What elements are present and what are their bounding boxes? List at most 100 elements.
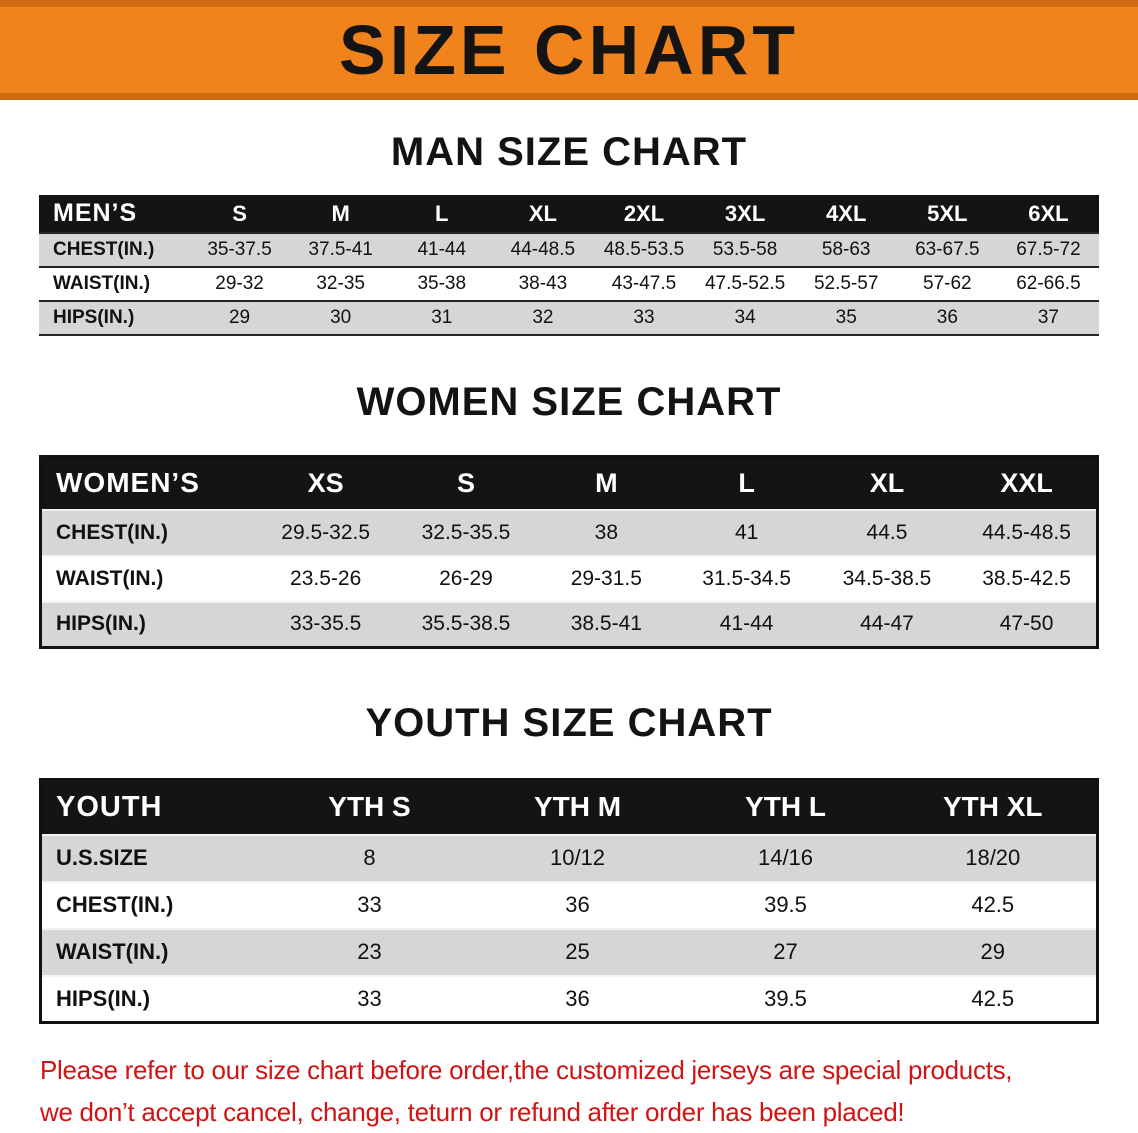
page-title: SIZE CHART [339, 11, 799, 89]
table-header-row: MEN’S S M L XL 2XL 3XL 4XL 5XL 6XL [39, 195, 1099, 233]
size-value: 35 [795, 301, 897, 336]
youth-size-section: YOUTH SIZE CHART YOUTH YTH S YTH M YTH L YTH… [0, 701, 1138, 1024]
size-value: 42.5 [889, 880, 1098, 929]
size-value: 35.5-38.5 [395, 600, 537, 648]
size-value: 63-67.5 [896, 232, 998, 268]
size-value: 33 [265, 880, 474, 929]
table-row: HIPS(IN.) 29 30 31 32 33 34 35 36 37 [39, 301, 1099, 336]
size-value: 36 [473, 880, 682, 929]
size-value: 43-47.5 [593, 267, 695, 302]
size-chart-content: MAN SIZE CHART MEN’S S M L XL 2XL 3XL 4XL 5XL 6XL… [0, 130, 1138, 1024]
size-value: 44.5 [816, 508, 958, 556]
row-label: HIPS(IN.) [40, 600, 256, 648]
table-row: WAIST(IN.) 29-32 32-35 35-38 38-43 43-47.5 47.… [39, 267, 1099, 302]
size-value: 67.5-72 [997, 232, 1099, 268]
size-value: 39.5 [681, 974, 890, 1023]
size-column-header: YTH L [681, 779, 890, 835]
size-value: 42.5 [889, 974, 1098, 1023]
size-value: 36 [896, 301, 998, 336]
size-value: 26-29 [395, 554, 537, 602]
size-value: 33 [593, 301, 695, 336]
row-label: CHEST(IN.) [40, 508, 256, 556]
table-title-cell: MEN’S [39, 195, 189, 233]
row-label: WAIST(IN.) [40, 554, 256, 602]
size-value: 32 [492, 301, 594, 336]
size-value: 39.5 [681, 880, 890, 929]
size-value: 34.5-38.5 [816, 554, 958, 602]
youth-size-table: YOUTH YTH S YTH M YTH L YTH XL U.S.SIZE 8 10/12… [39, 778, 1099, 1024]
size-value: 23 [265, 927, 474, 976]
table-row: HIPS(IN.) 33 36 39.5 42.5 [40, 974, 1098, 1023]
size-column-header: 6XL [997, 195, 1099, 233]
row-label: WAIST(IN.) [39, 267, 189, 302]
size-column-header: S [395, 456, 537, 510]
size-column-header: XS [255, 456, 396, 510]
size-value: 47.5-52.5 [694, 267, 796, 302]
table-row: U.S.SIZE 8 10/12 14/16 18/20 [40, 833, 1098, 882]
size-value: 29-32 [189, 267, 291, 302]
size-value: 33 [265, 974, 474, 1023]
size-column-header: M [290, 195, 392, 233]
size-value: 29 [889, 927, 1098, 976]
size-value: 27 [681, 927, 890, 976]
size-value: 38 [536, 508, 677, 556]
size-value: 29 [189, 301, 291, 336]
row-label: HIPS(IN.) [39, 301, 189, 336]
size-value: 48.5-53.5 [593, 232, 695, 268]
size-value: 33-35.5 [255, 600, 396, 648]
size-value: 31 [391, 301, 493, 336]
size-value: 29-31.5 [536, 554, 677, 602]
size-value: 30 [290, 301, 392, 336]
size-value: 31.5-34.5 [676, 554, 817, 602]
row-label: U.S.SIZE [40, 833, 266, 882]
table-title-cell: YOUTH [40, 779, 266, 835]
size-value: 38-43 [492, 267, 594, 302]
size-column-header: 3XL [694, 195, 796, 233]
women-section-heading: WOMEN SIZE CHART [356, 380, 782, 424]
women-size-table: WOMEN’S XS S M L XL XXL CHEST(IN.) 29.5-32.5 32.5… [39, 455, 1099, 649]
size-value: 32-35 [290, 267, 392, 302]
note-line-1: Please refer to our size chart before or… [40, 1055, 1013, 1085]
table-row: HIPS(IN.) 33-35.5 35.5-38.5 38.5-41 41-44 44-… [40, 600, 1098, 648]
table-header-row: YOUTH YTH S YTH M YTH L YTH XL [40, 779, 1098, 835]
size-value: 18/20 [889, 833, 1098, 882]
size-value: 47-50 [957, 600, 1098, 648]
size-value: 41-44 [676, 600, 817, 648]
size-value: 10/12 [473, 833, 682, 882]
size-column-header: M [536, 456, 677, 510]
youth-section-heading: YOUTH SIZE CHART [365, 701, 773, 745]
size-value: 44-47 [816, 600, 958, 648]
men-section-heading: MAN SIZE CHART [390, 130, 748, 174]
footer-note: Please refer to our size chart before or… [40, 1050, 1098, 1133]
size-column-header: YTH M [473, 779, 682, 835]
size-value: 53.5-58 [694, 232, 796, 268]
women-size-section: WOMEN SIZE CHART WOMEN’S XS S M L XL XXL CHEST(… [0, 380, 1138, 649]
size-column-header: 2XL [593, 195, 695, 233]
size-value: 57-62 [896, 267, 998, 302]
size-value: 44.5-48.5 [957, 508, 1098, 556]
size-value: 38.5-41 [536, 600, 677, 648]
size-column-header: S [189, 195, 291, 233]
size-column-header: L [676, 456, 817, 510]
size-value: 52.5-57 [795, 267, 897, 302]
size-column-header: YTH S [265, 779, 474, 835]
table-header-row: WOMEN’S XS S M L XL XXL [40, 456, 1098, 510]
size-value: 8 [265, 833, 474, 882]
row-label: CHEST(IN.) [40, 880, 266, 929]
size-value: 25 [473, 927, 682, 976]
size-value: 41-44 [391, 232, 493, 268]
size-value: 35-37.5 [189, 232, 291, 268]
size-value: 14/16 [681, 833, 890, 882]
size-value: 35-38 [391, 267, 493, 302]
men-size-section: MAN SIZE CHART MEN’S S M L XL 2XL 3XL 4XL 5XL 6XL… [0, 130, 1138, 336]
size-value: 34 [694, 301, 796, 336]
size-column-header: XL [816, 456, 958, 510]
row-label: HIPS(IN.) [40, 974, 266, 1023]
size-value: 38.5-42.5 [957, 554, 1098, 602]
size-column-header: XXL [957, 456, 1098, 510]
size-column-header: 5XL [896, 195, 998, 233]
size-column-header: L [391, 195, 493, 233]
banner: SIZE CHART [0, 0, 1138, 100]
size-value: 37.5-41 [290, 232, 392, 268]
size-value: 62-66.5 [997, 267, 1099, 302]
